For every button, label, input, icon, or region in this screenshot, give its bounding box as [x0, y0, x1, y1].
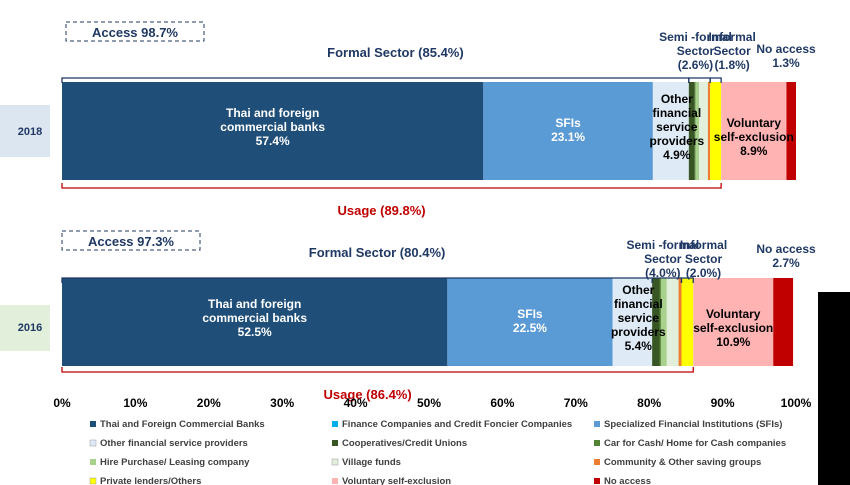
bar-segment-2018-8 — [707, 82, 711, 180]
bar-segment-2018-7 — [699, 82, 708, 180]
bar-segment-2018-9 — [710, 82, 722, 180]
bar-label-other-2016: Other financial service providers 5.4% — [611, 283, 666, 353]
no-access-label-2018: No access 1.3% — [756, 42, 816, 70]
legend-swatch-4 — [332, 440, 338, 446]
bar-segment-2016-4 — [652, 278, 660, 366]
legend-swatch-10 — [332, 478, 338, 484]
legend-swatch-2 — [594, 421, 600, 427]
access-box-2016 — [61, 230, 201, 251]
bar-segment-2016-0 — [62, 278, 448, 366]
semi-formal-label-2018: Semi -formal Sector (2.6%) — [659, 30, 732, 72]
informal-bracket-2016 — [680, 277, 694, 283]
informal-label-2018: Informal Sector (1.8%) — [708, 30, 755, 72]
bar-segment-2016-6 — [660, 278, 667, 366]
legend-entry-4: Cooperatives/Credit Unions — [342, 438, 467, 449]
bar-segment-2016-2 — [447, 278, 613, 366]
legend-entry-3: Other financial service providers — [100, 438, 248, 449]
bar-segment-2018-2 — [483, 82, 653, 180]
informal-label-2016: Informal Sector (2.0%) — [680, 238, 727, 280]
legend-entry-5: Car for Cash/ Home for Cash companies — [604, 438, 786, 449]
legend-entry-6: Hire Purchase/ Leasing company — [100, 457, 250, 468]
legend-swatch-1 — [332, 421, 338, 427]
legend-swatch-3 — [89, 439, 97, 447]
x-tick-label-4: 40% — [344, 396, 368, 410]
bar-segment-2018-4 — [688, 82, 695, 180]
x-tick-label-2: 20% — [197, 396, 221, 410]
bar-segment-2018-11 — [786, 82, 796, 180]
legend-entry-7: Village funds — [342, 457, 401, 468]
legend-entry-8: Community & Other saving groups — [604, 457, 761, 468]
legend-entry-9: Private lenders/Others — [100, 476, 201, 485]
bar-label-sfis-2016: SFIs 22.5% — [513, 307, 547, 335]
legend-swatch-0 — [90, 421, 96, 427]
bar-segment-2016-9 — [681, 278, 694, 366]
bar-segment-2016-7 — [666, 278, 679, 366]
access-label-2016: Access 97.3% — [88, 234, 174, 249]
category-label-box-2018 — [0, 105, 50, 157]
x-tick-label-0: 0% — [53, 396, 71, 410]
bar-segment-2016-10 — [693, 278, 774, 366]
bar-segment-2018-10 — [721, 82, 787, 180]
bar-segment-2018-3 — [652, 82, 689, 180]
legend-swatch-6 — [90, 459, 96, 465]
formal-label-2016: Formal Sector (80.4%) — [309, 245, 446, 260]
no-access-label-2016: No access 2.7% — [756, 242, 816, 270]
access-box-2018 — [65, 21, 205, 42]
legend-swatch-7 — [331, 458, 339, 466]
legend-swatch-9 — [89, 477, 97, 485]
bar-segment-2016-8 — [678, 278, 682, 366]
bar-label-sfis-2018: SFIs 23.1% — [551, 116, 585, 144]
bar-label-voluntary-2016: Voluntary self-exclusion 10.9% — [693, 307, 773, 349]
legend-entry-0: Thai and Foreign Commercial Banks — [100, 419, 265, 430]
x-tick-label-5: 50% — [417, 396, 441, 410]
bar-label-voluntary-2018: Voluntary self-exclusion 8.9% — [714, 116, 794, 158]
category-label-box-2016 — [0, 305, 50, 351]
legend-entry-1: Finance Companies and Credit Foncier Com… — [342, 419, 572, 430]
bar-segment-2016-3 — [612, 278, 653, 366]
bar-segment-2016-5 — [659, 278, 661, 366]
semi-formal-label-2016: Semi -formal Sector (4.0%) — [626, 238, 699, 280]
x-tick-label-9: 90% — [711, 396, 735, 410]
bar-label-banks-2018: Thai and foreign commercial banks 57.4% — [220, 106, 325, 148]
usage-label-2018: Usage (89.8%) — [337, 203, 425, 218]
bar-label-banks-2016: Thai and foreign commercial banks 52.5% — [202, 297, 307, 339]
x-tick-label-10: 100% — [781, 396, 812, 410]
bar-segment-2016-11 — [773, 278, 794, 366]
x-tick-label-8: 80% — [637, 396, 661, 410]
informal-bracket-2018 — [709, 77, 722, 83]
legend-entry-2: Specialized Financial Institutions (SFIs… — [604, 419, 782, 430]
bar-segment-2018-5 — [694, 82, 696, 180]
legend-entry-11: No access — [604, 476, 651, 485]
right-edge-block — [818, 292, 850, 485]
legend-entry-10: Voluntary self-exclusion — [342, 476, 451, 485]
x-tick-label-6: 60% — [490, 396, 514, 410]
legend-swatch-5 — [594, 440, 600, 446]
legend-swatch-11 — [594, 478, 600, 484]
category-label-2016: 2016 — [18, 322, 42, 334]
category-label-2018: 2018 — [18, 126, 42, 138]
bar-segment-2018-6 — [695, 82, 700, 180]
usage-bracket-2018 — [61, 183, 722, 189]
x-tick-label-3: 30% — [270, 396, 294, 410]
usage-bracket-2016 — [61, 367, 694, 373]
bar-segment-2018-0 — [62, 82, 484, 180]
formal-label-2018: Formal Sector (85.4%) — [327, 45, 464, 60]
x-tick-label-7: 70% — [564, 396, 588, 410]
legend-swatch-8 — [594, 459, 600, 465]
access-label-2018: Access 98.7% — [92, 25, 178, 40]
usage-label-2016: Usage (86.4%) — [324, 387, 412, 402]
bar-label-other-2018: Other financial service providers 4.9% — [650, 92, 705, 162]
x-tick-label-1: 10% — [123, 396, 147, 410]
